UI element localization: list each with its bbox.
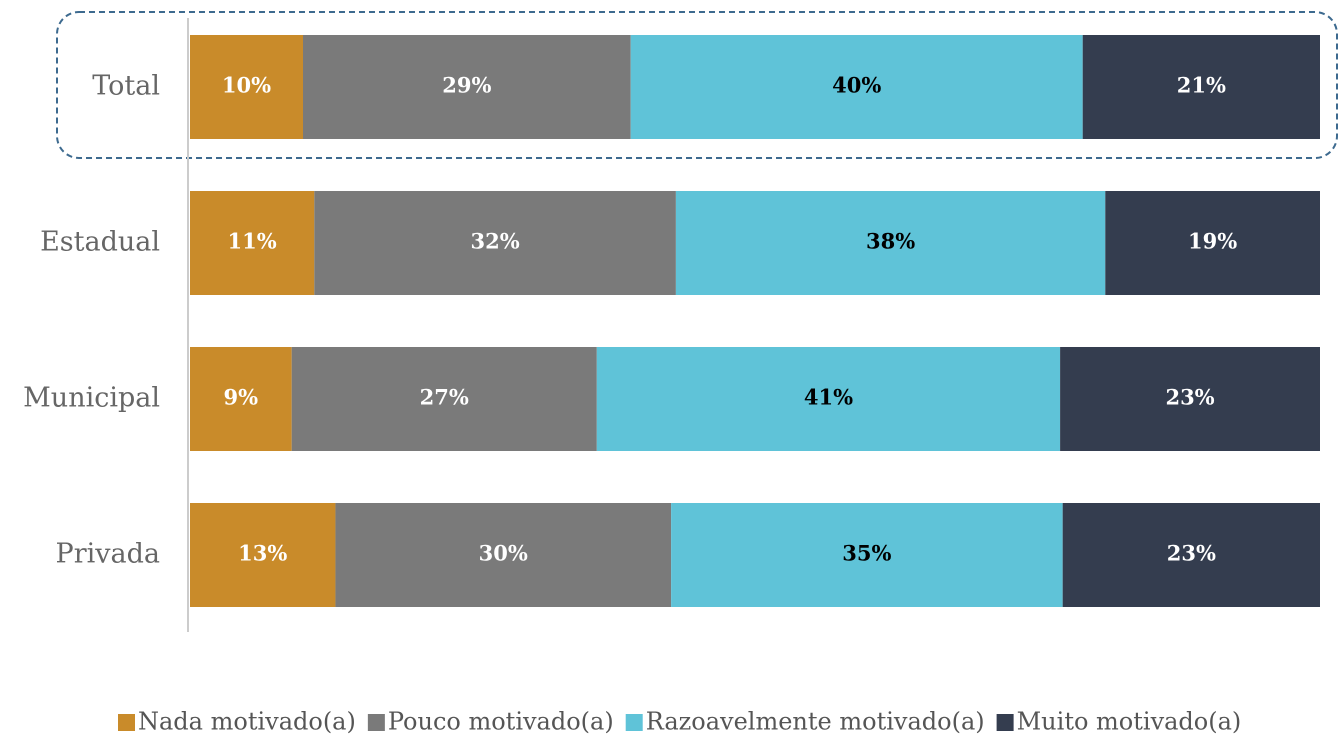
bar-segment (190, 35, 303, 139)
data-label: 27% (420, 385, 469, 410)
data-label: 21% (1177, 73, 1226, 98)
data-label: 38% (866, 229, 915, 254)
bar-segment (314, 191, 676, 295)
bar-segment (1060, 347, 1320, 451)
data-label: 29% (442, 73, 491, 98)
bar-segment (190, 191, 315, 295)
category-label: Privada (56, 539, 160, 570)
data-label: 41% (804, 385, 853, 410)
bar-segment (675, 191, 1106, 295)
data-label: 19% (1188, 229, 1237, 254)
bar-segment (190, 503, 336, 607)
data-label: 13% (238, 541, 287, 566)
legend-swatch (996, 714, 1014, 731)
legend-swatch (118, 714, 135, 731)
legend-label: Pouco motivado(a) (388, 708, 614, 736)
bar-segment (671, 503, 1063, 607)
bar-segment (190, 347, 292, 451)
data-label: 40% (832, 73, 881, 98)
bar-segment (303, 35, 631, 139)
category-label: Total (92, 71, 160, 102)
legend-swatch (625, 714, 643, 731)
category-label: Municipal (23, 383, 160, 414)
bar-segment (1062, 503, 1320, 607)
bar-segment (291, 347, 597, 451)
legend-label: Nada motivado(a) (138, 708, 356, 736)
data-label: 30% (479, 541, 528, 566)
data-label: 9% (224, 385, 259, 410)
bar-segment (335, 503, 672, 607)
data-label: 32% (471, 229, 520, 254)
legend-label: Razoavelmente motivado(a) (646, 708, 985, 736)
bar-segment (596, 347, 1061, 451)
data-label: 11% (228, 229, 277, 254)
bar-segment (1082, 35, 1320, 139)
category-label: Estadual (40, 227, 160, 258)
data-label: 23% (1165, 385, 1214, 410)
data-label: 23% (1167, 541, 1216, 566)
legend-label: Muito motivado(a) (1017, 708, 1242, 736)
highlight-box (56, 11, 1338, 159)
data-label: 10% (222, 73, 271, 98)
bar-segment (630, 35, 1083, 139)
bar-segment (1105, 191, 1320, 295)
legend-swatch (367, 714, 385, 731)
data-label: 35% (842, 541, 891, 566)
